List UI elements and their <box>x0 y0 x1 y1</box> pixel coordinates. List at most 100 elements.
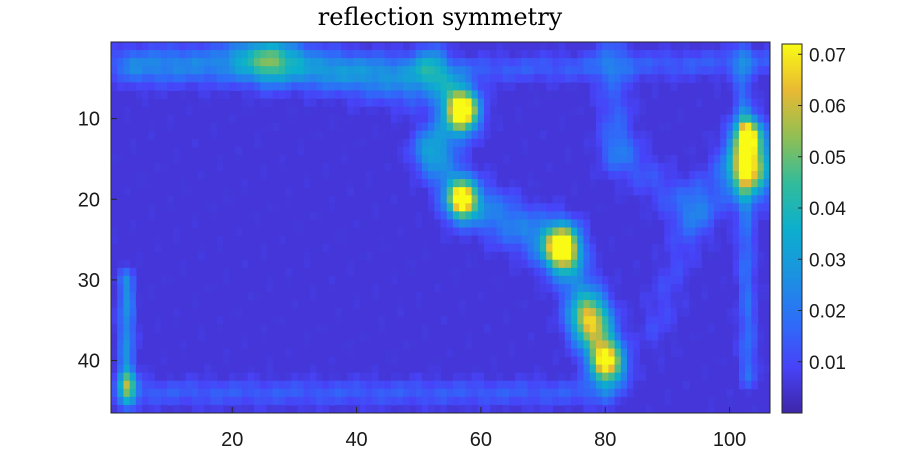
heatmap-cell <box>471 58 479 67</box>
heatmap-cell <box>558 396 566 406</box>
heatmap-cell <box>403 42 411 51</box>
heatmap-cell <box>135 98 143 108</box>
heatmap-cell <box>452 388 460 398</box>
heatmap-cell <box>117 275 125 285</box>
heatmap-cell <box>210 364 218 374</box>
heatmap-cell <box>658 340 665 350</box>
heatmap-cell <box>745 348 752 358</box>
heatmap-cell <box>403 106 411 116</box>
heatmap-cell <box>546 50 554 59</box>
heatmap-cell <box>707 195 715 204</box>
heatmap-cell <box>539 227 547 237</box>
heatmap-cell <box>726 138 734 148</box>
heatmap-cell <box>477 235 485 245</box>
heatmap-cell <box>639 74 647 83</box>
heatmap-cell <box>285 348 292 358</box>
heatmap-cell <box>614 300 622 309</box>
heatmap-cell <box>564 396 572 406</box>
heatmap-cell <box>533 74 541 83</box>
heatmap-cell <box>577 356 585 366</box>
heatmap-cell <box>434 364 442 374</box>
heatmap-cell <box>471 162 479 172</box>
heatmap-cell <box>608 283 616 293</box>
heatmap-cell <box>378 98 386 108</box>
heatmap-cell <box>614 396 622 406</box>
heatmap-cell <box>689 138 696 148</box>
heatmap-cell <box>465 211 473 221</box>
heatmap-cell <box>595 388 603 398</box>
heatmap-cell <box>651 82 659 91</box>
heatmap-cell <box>701 195 709 204</box>
heatmap-cell <box>745 74 752 83</box>
heatmap-cell <box>434 146 442 156</box>
heatmap-cell <box>757 114 765 124</box>
heatmap-cell <box>135 388 143 398</box>
heatmap-cell <box>465 106 473 116</box>
heatmap-cell <box>496 203 504 212</box>
heatmap-cell <box>117 324 125 333</box>
heatmap-cell <box>676 308 684 317</box>
heatmap-cell <box>614 154 622 164</box>
heatmap-cell <box>459 372 466 382</box>
heatmap-cell <box>477 130 485 140</box>
heatmap-cell <box>583 211 591 221</box>
heatmap-cell <box>595 364 603 374</box>
heatmap-cell <box>434 372 442 382</box>
heatmap-cell <box>235 50 243 59</box>
heatmap-cell <box>602 332 609 342</box>
heatmap-cell <box>595 275 603 285</box>
heatmap-cell <box>738 195 746 204</box>
heatmap-cell <box>539 42 547 51</box>
heatmap-cell <box>695 58 703 67</box>
heatmap-cell <box>204 58 212 67</box>
heatmap-cell <box>198 98 205 108</box>
heatmap-cell <box>682 292 690 301</box>
heatmap-cell <box>745 292 752 301</box>
heatmap-cell <box>471 388 479 398</box>
heatmap-cell <box>627 122 634 132</box>
heatmap-cell <box>409 74 417 83</box>
heatmap-cell <box>533 58 541 67</box>
heatmap-cell <box>185 58 193 67</box>
heatmap-cell <box>745 42 752 51</box>
heatmap-cell <box>459 396 466 406</box>
heatmap-cell <box>533 292 541 301</box>
heatmap-cell <box>608 235 616 245</box>
heatmap-cell <box>595 90 603 100</box>
heatmap-cell <box>378 50 386 59</box>
heatmap-cell <box>583 283 591 293</box>
heatmap-cell <box>396 74 404 83</box>
heatmap-cell <box>751 372 759 382</box>
heatmap-cell <box>558 203 566 212</box>
heatmap-cell <box>396 90 404 100</box>
heatmap-cell <box>546 82 554 91</box>
heatmap-cell <box>309 380 317 390</box>
heatmap-cell <box>266 74 274 83</box>
heatmap-cell <box>166 122 174 132</box>
heatmap-cell <box>484 106 491 116</box>
heatmap-cell <box>539 219 547 229</box>
heatmap-cell <box>253 74 261 83</box>
heatmap-cell <box>428 90 435 100</box>
heatmap-cell <box>123 74 131 83</box>
heatmap-cell <box>129 364 137 374</box>
heatmap-cell <box>720 275 728 285</box>
heatmap-cell <box>571 308 578 317</box>
heatmap-cell <box>347 74 355 83</box>
heatmap-cell <box>571 380 578 390</box>
heatmap-cell <box>745 106 752 116</box>
heatmap-cell <box>185 66 193 75</box>
heatmap-cell <box>651 211 659 221</box>
heatmap-cell <box>490 243 498 253</box>
heatmap-cell <box>148 388 156 398</box>
heatmap-cell <box>428 396 435 406</box>
heatmap-cell <box>670 259 678 269</box>
heatmap-cell <box>111 372 118 382</box>
heatmap-cell <box>627 58 634 67</box>
heatmap-cell <box>409 388 417 398</box>
heatmap-cell <box>396 146 404 156</box>
heatmap-cell <box>341 42 348 51</box>
heatmap-cell <box>403 138 411 148</box>
heatmap-cell <box>415 404 423 413</box>
heatmap-cell <box>160 396 168 406</box>
